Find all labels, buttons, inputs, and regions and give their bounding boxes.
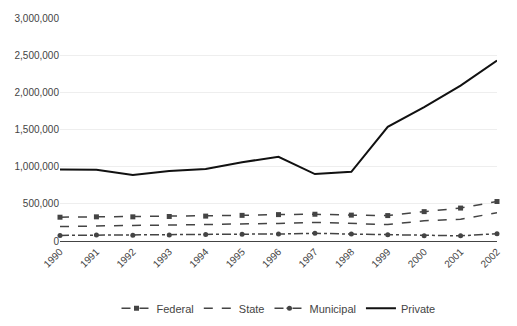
svg-text:1998: 1998: [333, 246, 357, 270]
svg-text:1,000,000: 1,000,000: [15, 161, 60, 172]
svg-text:1993: 1993: [151, 246, 175, 270]
svg-text:Municipal: Municipal: [309, 303, 355, 315]
svg-text:Private: Private: [401, 303, 435, 315]
svg-text:1991: 1991: [78, 246, 102, 270]
svg-text:1996: 1996: [260, 246, 284, 270]
svg-text:1,500,000: 1,500,000: [15, 124, 60, 135]
svg-text:2,500,000: 2,500,000: [15, 50, 60, 61]
svg-text:0: 0: [53, 236, 59, 247]
svg-text:1990: 1990: [41, 246, 65, 270]
svg-text:1997: 1997: [296, 246, 320, 270]
svg-text:1992: 1992: [114, 246, 138, 270]
svg-text:2001: 2001: [442, 246, 466, 270]
svg-text:Federal: Federal: [157, 303, 194, 315]
svg-text:500,000: 500,000: [23, 198, 60, 209]
svg-text:2,000,000: 2,000,000: [15, 87, 60, 98]
svg-text:2002: 2002: [478, 246, 502, 270]
svg-text:State: State: [239, 303, 265, 315]
svg-text:1995: 1995: [224, 246, 248, 270]
svg-text:1999: 1999: [369, 246, 393, 270]
svg-text:1994: 1994: [187, 246, 211, 270]
svg-text:2000: 2000: [406, 246, 430, 270]
svg-text:3,000,000: 3,000,000: [15, 13, 60, 24]
